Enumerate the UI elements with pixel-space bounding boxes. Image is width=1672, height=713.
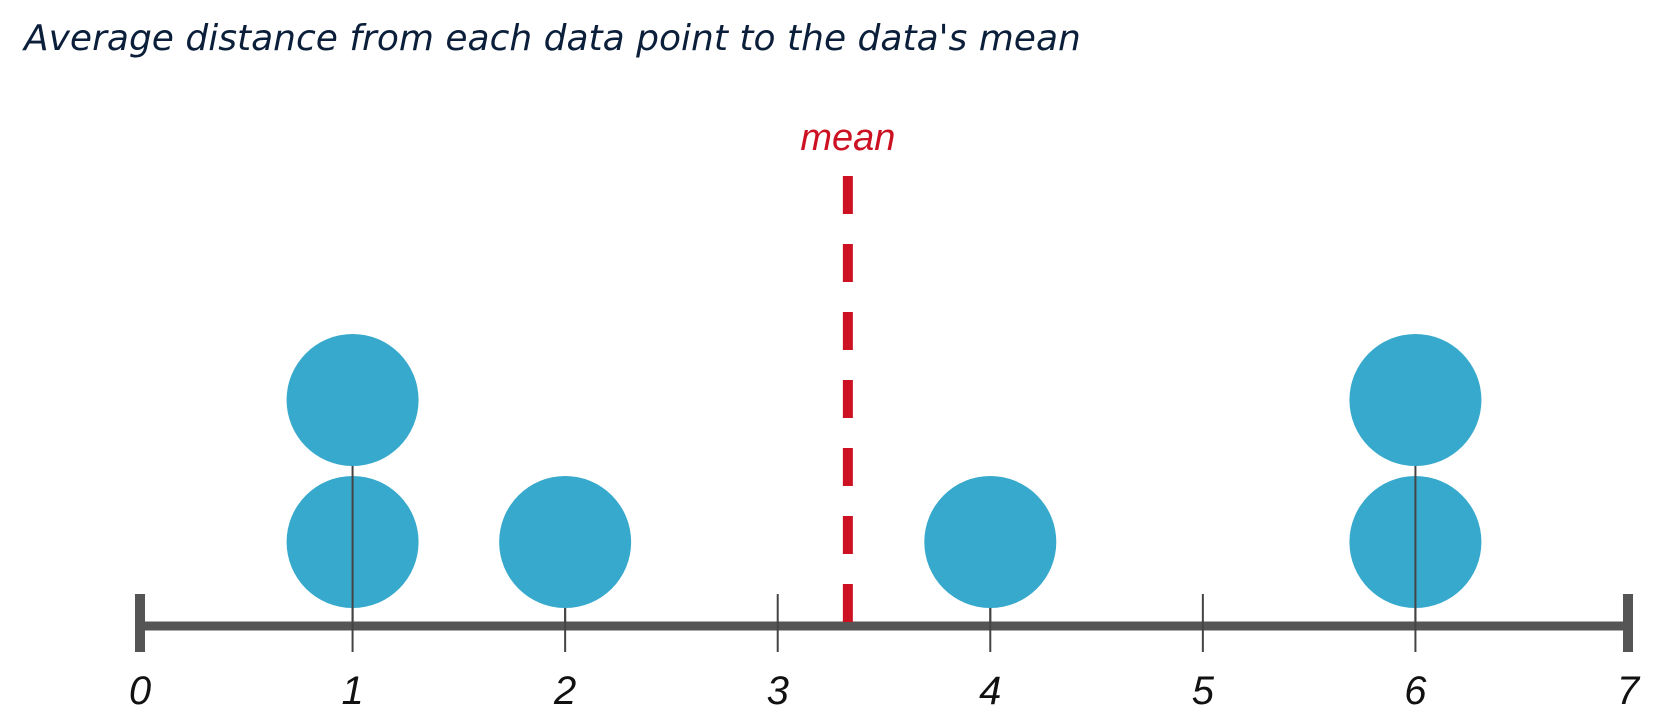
data-dot (924, 476, 1057, 608)
axis-layer (135, 594, 1633, 652)
tick-label: 6 (1404, 669, 1427, 713)
tick-label: 7 (1617, 669, 1641, 713)
tick-label: 5 (1192, 669, 1215, 713)
chart-caption: Average distance from each data point to… (24, 18, 1081, 59)
tick-label: 1 (341, 669, 363, 713)
tick-label: 2 (553, 669, 576, 713)
data-dot (1349, 334, 1482, 466)
tick-label: 4 (979, 669, 1001, 713)
tick-label: 3 (767, 669, 789, 713)
mean-label: mean (800, 117, 895, 159)
tick-layer: 0 1 2 3 4 5 6 7 (129, 594, 1641, 713)
dot-layer (286, 334, 1482, 622)
data-dot (499, 476, 632, 608)
mean-layer: mean (800, 117, 895, 622)
tick-label: 0 (129, 669, 151, 713)
data-dot (286, 334, 419, 466)
